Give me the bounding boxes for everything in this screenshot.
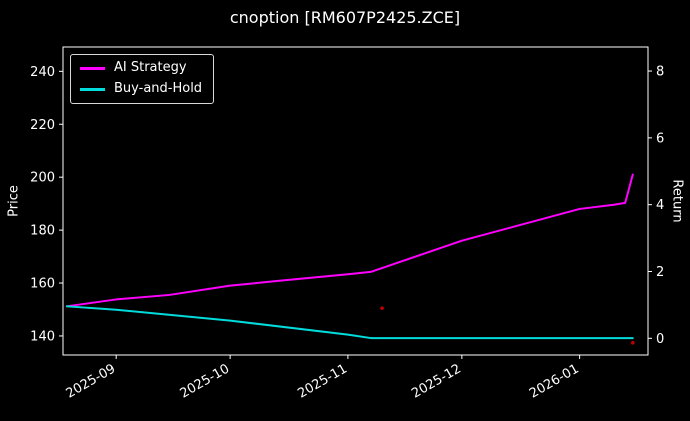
x-tick-label: 2025-11 [295,361,350,401]
trade-marker-dot [631,341,635,345]
left-tick-label: 160 [30,277,55,292]
x-tick-label: 2026-01 [527,361,582,401]
legend-label: Buy-and-Hold [114,80,203,96]
legend: AI Strategy Buy-and-Hold [70,54,215,104]
legend-label: AI Strategy [114,60,187,75]
left-tick-label: 240 [30,65,55,80]
right-tick-label: 6 [656,131,664,146]
left-tick-label: 200 [30,171,55,186]
legend-item: AI Strategy [80,60,202,76]
left-tick-label: 140 [30,329,55,344]
legend-line-swatch [80,87,105,91]
legend-item: Buy-and-Hold [80,80,203,97]
legend-line-swatch [80,66,105,70]
right-tick-label: 2 [656,265,664,280]
series-line-buy-and-hold [65,305,634,340]
right-tick-label: 0 [656,332,664,347]
right-tick-label: 8 [656,65,664,80]
y-axis-label-return: Return [669,179,685,223]
chart-title: cnoption [RM607P2425.ZCE] [229,8,461,27]
x-tick-label: 2025-09 [64,361,119,401]
y-axis-label-price: Price [6,185,22,217]
x-tick-label: 2025-12 [409,361,464,401]
right-tick-label: 4 [656,198,664,213]
left-tick-label: 220 [30,118,55,133]
left-tick-label: 180 [30,224,55,239]
plot-border [62,46,649,356]
x-tick-label: 2025-10 [178,361,233,401]
trade-marker-dot [380,306,384,310]
series-line-ai-strategy [65,173,634,308]
